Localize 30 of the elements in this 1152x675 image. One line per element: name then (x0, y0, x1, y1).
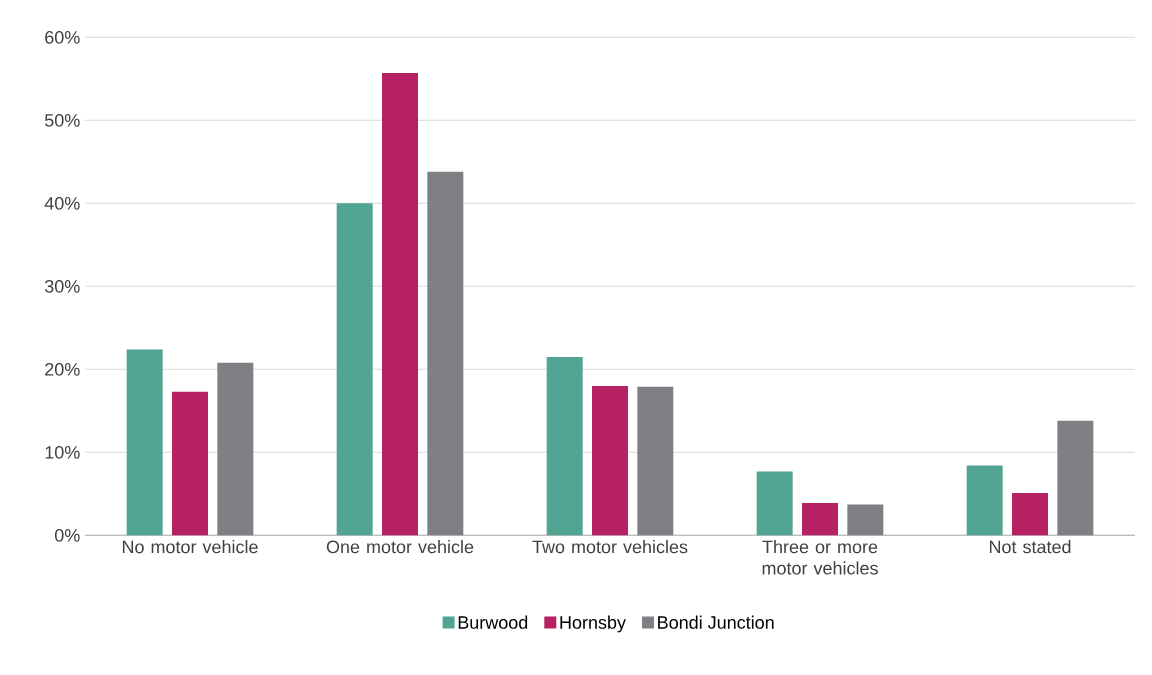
x-tick-label: Three or more motor vehicles (762, 540, 878, 575)
bar (802, 502, 839, 536)
y-tick-label: 0% (54, 528, 80, 542)
x-tick-label: No motor vehicle (122, 540, 258, 554)
bar (592, 385, 629, 536)
bar (217, 362, 254, 536)
legend-label: Bondi Junction (658, 615, 774, 629)
bar (637, 386, 674, 536)
y-tick-label: 10% (45, 445, 80, 459)
bar (172, 391, 208, 536)
legend-label: Burwood (458, 615, 528, 629)
bar (847, 504, 884, 536)
x-tick-label: One motor vehicle (326, 540, 474, 554)
y-tick-label: 40% (44, 196, 80, 210)
bar (1057, 420, 1094, 536)
y-tick-label: 20% (45, 362, 80, 376)
x-tick-label: Two motor vehicles (532, 540, 688, 554)
y-tick-label: 50% (44, 113, 80, 127)
legend-label: Hornsby (560, 615, 626, 633)
bar (427, 171, 464, 536)
y-tick-label: 30% (44, 279, 80, 293)
y-tick-label: 60% (45, 30, 80, 44)
x-tick-label: Not stated (989, 540, 1071, 554)
bar (382, 73, 419, 536)
bar (126, 349, 163, 536)
bar (546, 356, 583, 536)
bar (336, 203, 373, 536)
bar (966, 465, 1003, 536)
bar (1012, 493, 1049, 536)
bar (756, 471, 793, 536)
